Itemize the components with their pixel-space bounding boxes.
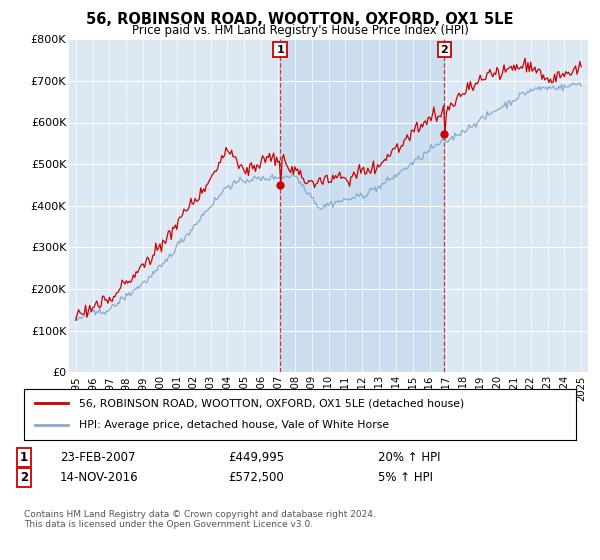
Text: 14-NOV-2016: 14-NOV-2016	[60, 470, 139, 484]
Text: HPI: Average price, detached house, Vale of White Horse: HPI: Average price, detached house, Vale…	[79, 421, 389, 431]
Text: 56, ROBINSON ROAD, WOOTTON, OXFORD, OX1 5LE (detached house): 56, ROBINSON ROAD, WOOTTON, OXFORD, OX1 …	[79, 398, 464, 408]
Bar	[280, 39, 445, 372]
Text: 1: 1	[276, 45, 284, 55]
Text: 2: 2	[440, 45, 448, 55]
Text: 1: 1	[20, 451, 28, 464]
Text: Contains HM Land Registry data © Crown copyright and database right 2024.
This d: Contains HM Land Registry data © Crown c…	[24, 510, 376, 529]
Text: 20% ↑ HPI: 20% ↑ HPI	[378, 451, 440, 464]
Text: Price paid vs. HM Land Registry's House Price Index (HPI): Price paid vs. HM Land Registry's House …	[131, 24, 469, 36]
Text: 2: 2	[20, 470, 28, 484]
Text: 23-FEB-2007: 23-FEB-2007	[60, 451, 136, 464]
Text: £449,995: £449,995	[228, 451, 284, 464]
Text: £572,500: £572,500	[228, 470, 284, 484]
Text: 56, ROBINSON ROAD, WOOTTON, OXFORD, OX1 5LE: 56, ROBINSON ROAD, WOOTTON, OXFORD, OX1 …	[86, 12, 514, 27]
Text: 5% ↑ HPI: 5% ↑ HPI	[378, 470, 433, 484]
